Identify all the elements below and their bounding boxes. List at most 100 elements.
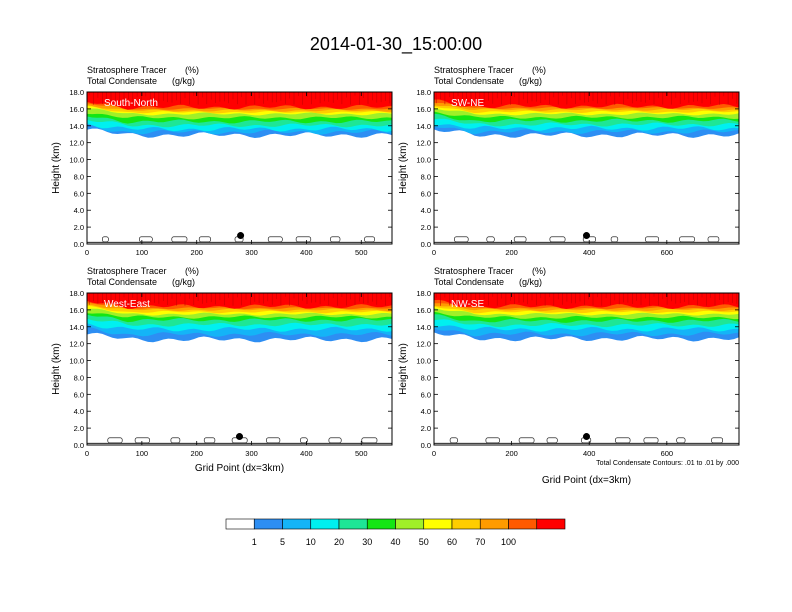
colorbar-swatch: [253, 518, 283, 530]
y-tick-label: 6.0: [421, 189, 431, 198]
colorbar-swatch: [310, 518, 340, 530]
y-tick-label: 14.0: [416, 122, 431, 131]
condensate-contour: [645, 236, 660, 243]
tracer-field: [87, 92, 392, 244]
condensate-contour: [364, 236, 375, 243]
y-axis-label: Height (km): [398, 142, 409, 194]
y-tick-label: 10.0: [416, 156, 431, 165]
condensate-contour: [711, 437, 723, 444]
condensate-contour: [707, 236, 720, 243]
y-tick-label: 2.0: [421, 424, 431, 433]
colorbar-swatch: [225, 518, 255, 530]
x-tick-label: 0: [85, 449, 89, 458]
condensate-contour: [300, 437, 308, 444]
panel-label: West-East: [104, 299, 150, 310]
contour-footnote: Total Condensate Contours: .01 to .01 by…: [596, 460, 739, 467]
header-left-2: Total Condensate: [434, 277, 504, 287]
colorbar-swatch: [423, 518, 453, 530]
location-marker: [236, 433, 243, 441]
location-marker: [237, 232, 245, 240]
condensate-contour: [679, 236, 695, 243]
colorbar-swatch: [282, 518, 312, 530]
condensate-contour: [454, 236, 469, 243]
panel-label: NW-SE: [451, 299, 484, 310]
y-tick-label: 6.0: [74, 390, 84, 399]
colorbar-swatch: [479, 518, 509, 530]
condensate-contour: [485, 437, 500, 444]
header-right-1: (%): [185, 65, 199, 75]
location-marker: [583, 433, 590, 441]
y-tick-label: 4.0: [421, 206, 431, 215]
y-tick-label: 12.0: [416, 139, 431, 148]
colorbar-label: 1: [252, 537, 257, 547]
condensate-contour: [266, 437, 281, 444]
condensate-contour: [102, 236, 109, 243]
y-tick-label: 4.0: [421, 407, 431, 416]
condensate-contour: [330, 236, 341, 243]
condensate-contour: [676, 437, 686, 444]
x-tick-label: 100: [136, 449, 149, 458]
y-tick-label: 6.0: [74, 189, 84, 198]
y-tick-label: 16.0: [416, 306, 431, 315]
condensate-contour: [170, 437, 181, 444]
x-tick-label: 200: [190, 248, 203, 257]
header-right-1: (%): [532, 266, 546, 276]
y-tick-label: 2.0: [74, 424, 84, 433]
y-tick-label: 10.0: [69, 357, 84, 366]
colorbar-swatch: [508, 518, 538, 530]
condensate-contour: [610, 236, 619, 243]
x-tick-label: 0: [432, 449, 436, 458]
y-tick-label: 0.0: [74, 441, 84, 450]
header-right-2: (g/kg): [519, 277, 542, 287]
y-tick-label: 0.0: [421, 441, 431, 450]
y-tick-label: 2.0: [74, 223, 84, 232]
x-tick-label: 200: [505, 449, 518, 458]
condensate-contour: [171, 236, 188, 243]
colorbar-label: 10: [306, 537, 316, 547]
tracer-field: [434, 293, 739, 445]
condensate-contour: [486, 236, 495, 243]
y-tick-label: 10.0: [416, 357, 431, 366]
x-tick-label: 400: [583, 449, 596, 458]
y-tick-label: 14.0: [69, 122, 84, 131]
y-tick-label: 8.0: [74, 373, 84, 382]
tracer-field: [434, 92, 739, 244]
y-tick-label: 0.0: [421, 240, 431, 249]
y-tick-label: 18.0: [69, 289, 84, 298]
panel-label: South-North: [104, 98, 158, 109]
plot-frame: [433, 292, 740, 446]
y-axis-label: Height (km): [398, 343, 409, 395]
y-tick-label: 8.0: [74, 172, 84, 181]
condensate-contour: [361, 437, 378, 444]
colorbar-label: 100: [501, 537, 516, 547]
header-right-1: (%): [185, 266, 199, 276]
condensate-contour: [449, 437, 458, 444]
y-tick-label: 6.0: [421, 390, 431, 399]
header-right-2: (g/kg): [519, 76, 542, 86]
y-tick-label: 8.0: [421, 172, 431, 181]
header-right-1: (%): [532, 65, 546, 75]
y-tick-label: 18.0: [416, 88, 431, 97]
y-axis-label: Height (km): [51, 343, 62, 395]
x-tick-label: 500: [355, 248, 368, 257]
condensate-contour: [267, 236, 283, 243]
colorbar-label: 50: [419, 537, 429, 547]
colorbar-label: 5: [280, 537, 285, 547]
y-tick-label: 12.0: [416, 340, 431, 349]
header-left-1: Stratosphere Tracer: [87, 65, 167, 75]
colorbar-label: 60: [447, 537, 457, 547]
header-left-1: Stratosphere Tracer: [434, 65, 514, 75]
condensate-contour: [546, 437, 558, 444]
y-tick-label: 18.0: [69, 88, 84, 97]
panel-label: SW-NE: [451, 98, 484, 109]
condensate-contour: [518, 437, 535, 444]
plot-frame: [86, 292, 393, 446]
condensate-contour: [134, 437, 150, 444]
condensate-contour: [643, 437, 659, 444]
tracer-field: [87, 293, 392, 445]
y-tick-label: 10.0: [69, 156, 84, 165]
